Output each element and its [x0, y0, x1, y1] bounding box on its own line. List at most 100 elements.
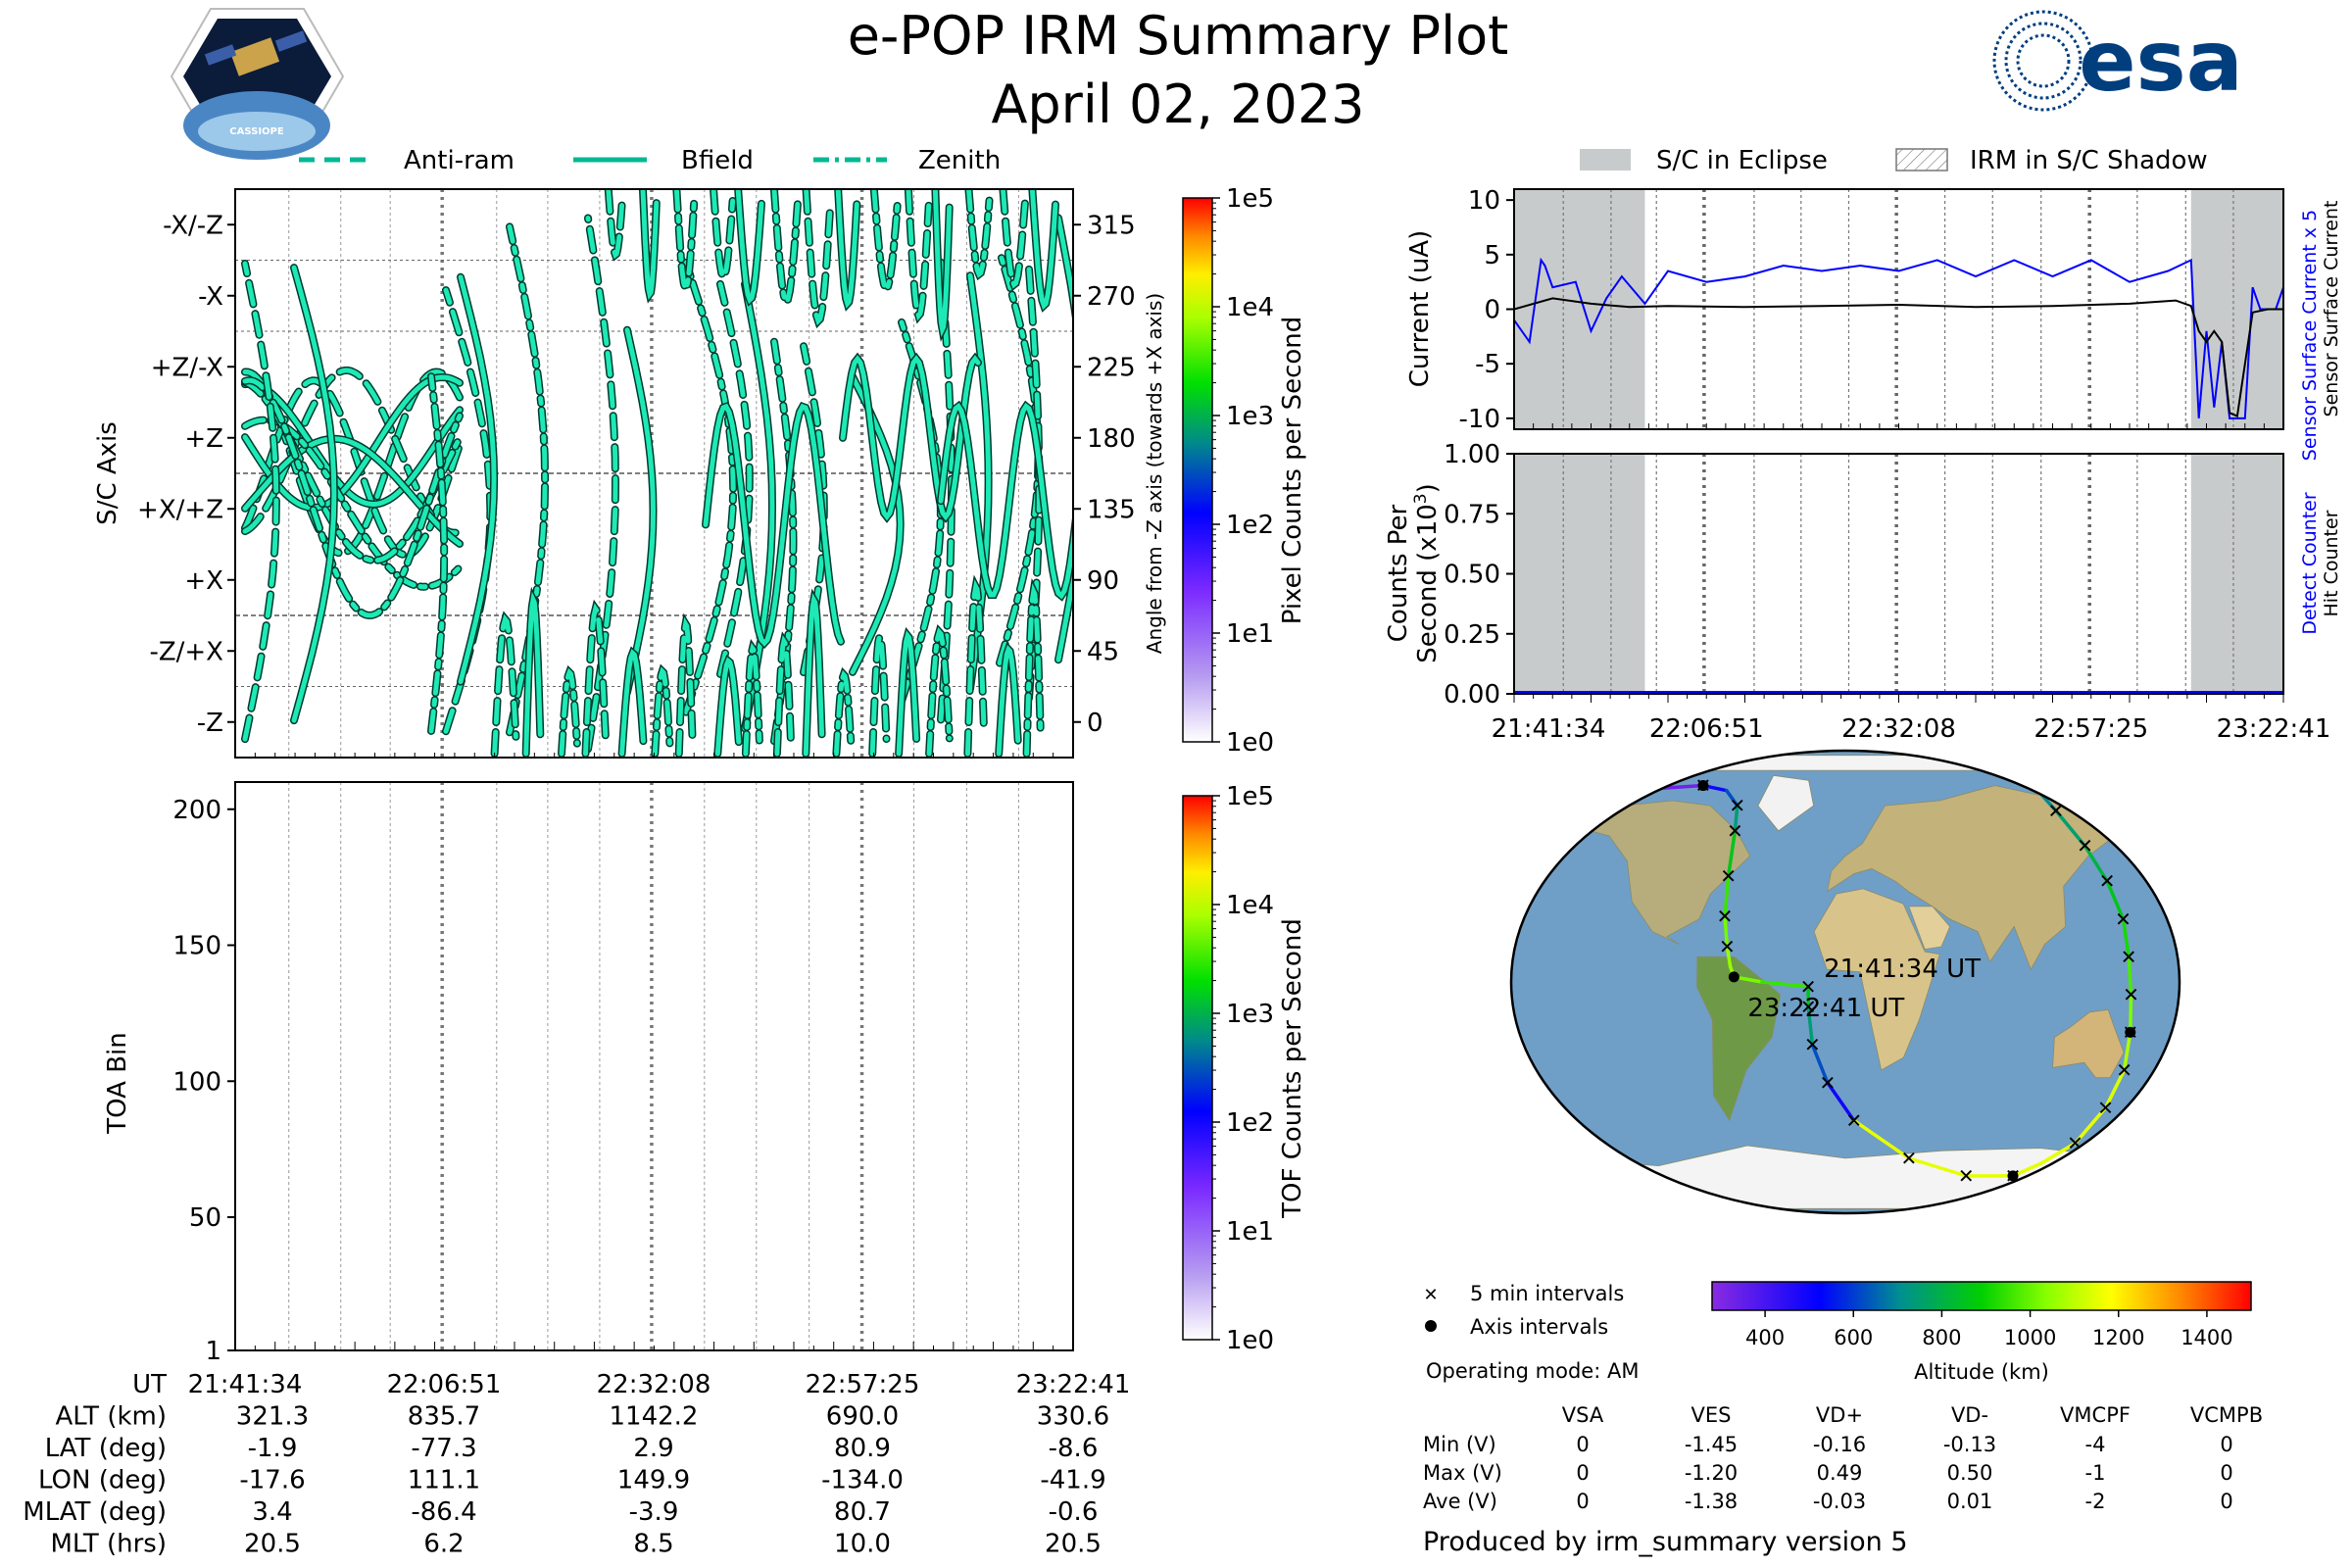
counts-xtick-label: 22:06:51	[1649, 714, 1764, 744]
voltage-row-label: Ave (V)	[1423, 1490, 1497, 1513]
voltage-col-header: VMCPF	[2060, 1403, 2131, 1427]
tof-colorbar-label: TOF Counts per Second	[1278, 918, 1307, 1219]
map-track-segment	[1851, 1118, 1911, 1160]
voltage-cell: 0	[2220, 1433, 2232, 1456]
sc-axis-traces	[241, 189, 1073, 758]
voltage-cell: 0.49	[1817, 1461, 1863, 1485]
map-5min-marker: ✕	[1719, 935, 1736, 958]
map-5min-marker: ✕	[1717, 905, 1734, 928]
voltage-cell: 0	[2220, 1490, 2232, 1513]
map-track-segment	[1826, 1081, 1856, 1123]
map-frame	[1509, 749, 2181, 1215]
mission-logo: CASSIOPE	[170, 8, 345, 160]
map-track-segment	[2054, 808, 2087, 848]
sc-trace-anti-ram	[964, 579, 987, 757]
map-5min-marker: ✕	[1804, 1033, 1821, 1056]
mission-logo-text: CASSIOPE	[229, 126, 284, 137]
sc-ytick-label: +X	[184, 566, 223, 596]
toa-plot-area	[235, 782, 1073, 1350]
ephemeris-cell: 20.5	[244, 1530, 301, 1559]
map-south-america	[1696, 956, 1782, 1122]
sc-trace-bfield	[242, 381, 463, 508]
toa-panel: 200 150 100 50 1 TOA Bin	[103, 781, 1074, 1366]
map-5min-marker: ✕	[2047, 799, 2064, 822]
map-5min-marker: ✕	[1720, 864, 1737, 888]
altitude-colorbar-tick-label: 1200	[2092, 1326, 2144, 1349]
counts-eclipse-spans	[1514, 454, 2283, 694]
sc-trace-bfield	[742, 281, 775, 731]
toa-ytick-label: 100	[172, 1067, 221, 1097]
tof-colorbar-tick-label: 1e0	[1226, 1326, 1274, 1355]
toa-ytick-label: 150	[172, 932, 221, 961]
altitude-colorbar: 400 600 800 1000 1200 1400 Altitude (km)	[1711, 1281, 2252, 1384]
current-series-line	[1514, 257, 2283, 419]
current-ytick-label: -5	[1475, 350, 1500, 379]
map-5min-marker: ✕	[1845, 1108, 1862, 1132]
legend-axis-intervals: Axis intervals	[1470, 1315, 1608, 1339]
counts-ylabel-line2: Second (x103)	[1411, 483, 1443, 663]
ephemeris-row-label: LON (deg)	[38, 1466, 167, 1495]
map-5min-marker: ✕	[1900, 1147, 1917, 1170]
map-australia	[2052, 1008, 2125, 1079]
map-track-segment	[1810, 1043, 1830, 1085]
map-europe-asia	[1827, 785, 2120, 971]
ephemeris-cell: -0.6	[1049, 1497, 1099, 1527]
sc-axis-panel: Anti-ram Bfield Zenith -X/-Z -X +Z/-X +Z +X/…	[93, 146, 1166, 759]
ephemeris-row-label: MLT (hrs)	[51, 1530, 168, 1559]
produced-by: Produced by irm_summary version 5	[1423, 1527, 1908, 1557]
map-5min-marker: ✕	[1727, 819, 1743, 843]
map-5min-marker: ✕	[2097, 1096, 2114, 1119]
plot-title: e-POP IRM Summary Plot	[848, 5, 1509, 67]
ephemeris-cell: -17.6	[239, 1466, 305, 1495]
sc-trace-anti-ram	[774, 635, 794, 757]
sc-trace-bfield	[714, 657, 742, 757]
sc-trace-bfield	[896, 630, 919, 757]
dot-marker-icon	[1425, 1320, 1437, 1332]
map-start-label: 21:41:34 UT	[1824, 955, 1981, 984]
map-track-segment	[1725, 788, 1740, 808]
map-track-segment	[1662, 783, 1705, 790]
current-series-line	[1514, 297, 2283, 418]
map-5min-marker: ✕	[1800, 996, 1817, 1019]
map-track-segment	[2127, 955, 2133, 997]
ephemeris-cell: 1142.2	[610, 1402, 699, 1432]
current-grid	[1562, 189, 2234, 429]
sc-trace-anti-ram	[583, 603, 609, 757]
counts-right-label-1: Detect Counter	[2299, 492, 2321, 635]
counts-panel: 1.00 0.75 0.50 0.25 0.00 21:41:34 22:06:51 22:…	[1384, 440, 2342, 744]
voltage-col-header: VD-	[1951, 1403, 1988, 1427]
pixel-colorbar-label: Pixel Counts per Second	[1278, 317, 1307, 625]
ephemeris-cell: -77.3	[411, 1434, 476, 1463]
sc-trace-bfield	[1055, 215, 1073, 662]
legend-anti-ram: Anti-ram	[404, 146, 514, 175]
ephemeris-cell: 21:41:34	[188, 1370, 303, 1399]
ephemeris-table: UT 21:41:34 22:06:51 22:32:08 22:57:25 23:22:…	[23, 1370, 1130, 1559]
sc-trace-bfield	[850, 373, 904, 675]
legend-shadow: IRM in S/C Shadow	[1970, 146, 2208, 175]
tof-colorbar-gradient	[1182, 795, 1213, 1341]
pixel-colorbar-tick-label: 1e4	[1226, 293, 1274, 322]
voltage-cell: 0.50	[1947, 1461, 1993, 1485]
sc-trace-zenith	[428, 373, 447, 734]
map-markers: ✕✕✕✕✕✕✕✕✕✕✕✕✕✕✕✕✕✕✕✕✕✕✕✕21:41:34 UT23:22…	[1695, 774, 2139, 1188]
sc-trace-bfield	[624, 327, 657, 695]
current-ylabel: Current (uA)	[1405, 230, 1435, 387]
sc-trace-bfield	[835, 189, 859, 309]
altitude-colorbar-tick-label: 600	[1834, 1326, 1873, 1349]
map-axis-marker	[2007, 1170, 2019, 1182]
voltage-col-header: VSA	[1562, 1403, 1604, 1427]
voltage-cell: 0	[2220, 1461, 2232, 1485]
map-track-segment	[1726, 829, 1738, 878]
counts-ylabel-line1: Counts Per	[1384, 504, 1413, 642]
ephemeris-cell: 3.4	[252, 1497, 292, 1527]
map-5min-marker: ✕	[2067, 1131, 2083, 1154]
counts-ytick-label: 1.00	[1444, 440, 1500, 469]
sc-ytick-label: -X	[198, 282, 223, 312]
ephemeris-cell: -3.9	[629, 1497, 679, 1527]
ephemeris-cell: 80.7	[834, 1497, 891, 1527]
map-track-segment	[2082, 844, 2109, 883]
counts-ytick-label: 0.25	[1444, 620, 1500, 650]
voltage-col-header: VD+	[1816, 1403, 1863, 1427]
sc-ytick-label: -Z	[197, 709, 223, 738]
pixel-colorbar-ticks: 1e5 1e4 1e3 1e2 1e1 1e0	[1212, 184, 1274, 758]
